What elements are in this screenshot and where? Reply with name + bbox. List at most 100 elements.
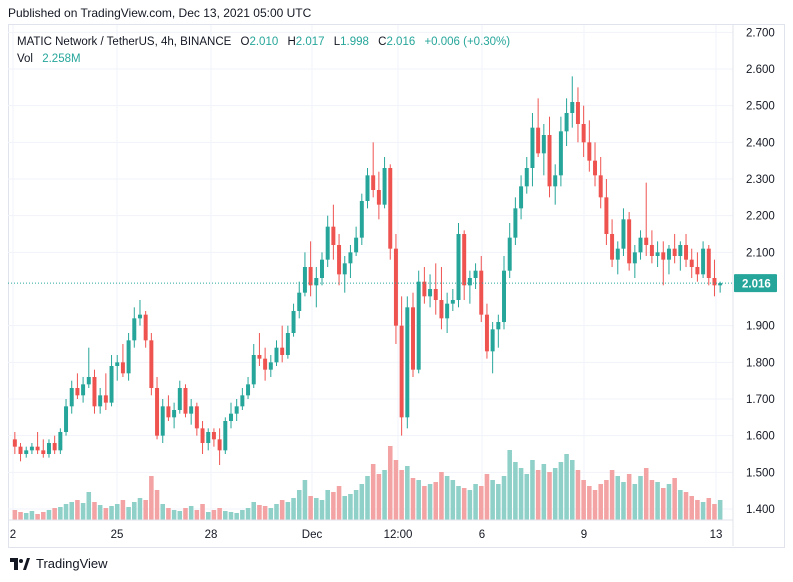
volume-bar [456,486,461,520]
candle-body [52,443,57,451]
candle-body [553,175,558,187]
volume-bar [450,480,456,520]
symbol-title: MATIC Network / TetherUS, 4h, BINANCE [17,36,232,48]
candle-body [200,428,205,443]
volume-bar [257,505,262,520]
candle-body [86,377,91,385]
volume-bar [211,510,217,520]
volume-bar [672,478,677,520]
y-tick-label: 1.400 [746,504,775,516]
volume-bar [331,492,336,520]
y-axis: 2.700 2.600 2.500 2.400 2.300 2.200 2.100 1.900… [732,25,775,546]
change-value: +0.006 (+0.30%) [424,36,511,48]
y-tick-label: 2.100 [746,247,775,259]
volume-bar [530,460,535,520]
volume-bar [262,506,268,520]
candle-body [217,439,222,451]
volume-bar [228,512,234,520]
candle-body [689,259,694,267]
candle-body [701,248,706,275]
volume-bar [632,484,638,520]
volume-bar [348,494,353,520]
volume-bar [342,496,348,520]
volume-bar [598,484,603,520]
candle-body [64,406,69,432]
volume-bar [410,478,416,520]
candle-body [297,292,302,311]
candle-body [507,237,512,271]
close-label: C [378,36,387,48]
volume-bar [461,488,467,520]
volume-bar [513,462,518,520]
chart-frame[interactable] [8,24,785,548]
volume-bar [524,474,530,520]
x-tick-label: Dec [302,529,323,541]
legend-row-volume: Vol 2.258M [17,51,510,68]
candle-body [75,388,80,396]
candle-body [496,322,501,330]
volume-bar [205,512,211,520]
chart-legend: MATIC Network / TetherUS, 4h, BINANCE O2… [17,34,510,68]
candle-body [41,450,46,454]
volume-bar [285,502,291,520]
candle-body [302,267,307,293]
volume-bar [552,468,558,520]
volume-bar [541,464,547,520]
x-tick-label: 12:00 [384,529,413,541]
volume-bar [678,490,683,520]
volume-bar [439,472,444,520]
candle-body [428,289,433,297]
candle-body [18,446,23,454]
volume-bar [587,486,592,520]
candle-body [376,190,381,205]
x-axis: 2 25 28 Dec 12:00 6 9 13 [8,519,733,541]
volume-bar [666,484,672,520]
candle-body [314,278,319,286]
candle-body [246,384,251,396]
candle-body [638,237,643,253]
candle-body [234,406,239,414]
volume-bar [58,507,63,520]
y-tick-label: 2.200 [746,211,775,223]
volume-bar [405,466,410,520]
published-label: Published on TradingView.com, Dec 13, 20… [8,6,312,20]
candle-body [58,432,63,451]
candle-body [513,208,518,238]
volume-bar [558,462,564,520]
candle-body [416,281,421,370]
candle-body [206,432,211,443]
volume-bar [655,482,660,520]
volume-bar [92,502,97,520]
candle-body [490,329,495,352]
candle-body [558,131,563,176]
candle-body [536,127,541,154]
volume-bar [132,502,137,520]
candles [12,76,723,465]
volume-bar [467,490,473,520]
volume-bar [706,498,712,520]
candle-body [479,270,484,315]
volume-bar [535,470,541,520]
volume-bar [370,464,376,520]
candle-body [35,446,40,451]
candle-body [155,388,160,436]
candle-body [81,384,86,396]
volume-bar [393,460,399,520]
volume-bar [575,470,581,520]
footer-brand[interactable]: TradingView [10,556,108,571]
candle-body [354,237,359,253]
candle-body [422,281,427,297]
volume-bar [268,508,274,520]
candle-body [462,234,467,286]
y-tick-label: 2.600 [746,64,775,76]
volume-bar [126,507,131,520]
volume-bar [581,480,586,520]
candle-body [183,388,188,414]
volume-bar [473,484,478,520]
candle-body [598,175,603,198]
candle-body [621,219,626,249]
candle-body [411,307,415,370]
candle-body [240,395,245,407]
volume-bar [507,450,512,520]
